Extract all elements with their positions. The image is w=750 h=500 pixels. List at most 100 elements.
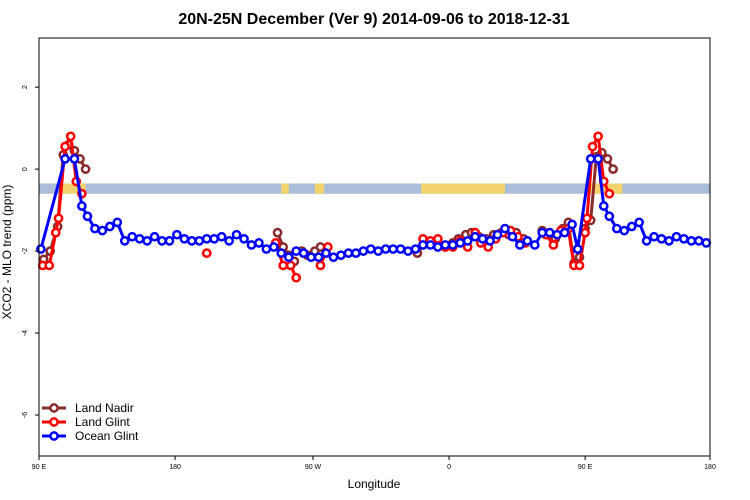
y-tick-label-1: 0 xyxy=(22,167,29,171)
point-ocean-glint-0-6 xyxy=(97,225,108,236)
point-ocean-glint-0-62 xyxy=(515,240,525,250)
legend-marker-land-glint xyxy=(49,417,59,427)
x-axis-label: Longitude xyxy=(348,477,401,491)
land-patch-0 xyxy=(59,183,86,194)
point-ocean-glint-0-75 xyxy=(611,223,622,234)
point-ocean-glint-0-56 xyxy=(470,231,480,242)
series-layer xyxy=(36,131,712,283)
point-land-glint-0-5 xyxy=(65,131,76,142)
point-ocean-glint-0-29 xyxy=(269,242,279,252)
y-tick-label-3: -4 xyxy=(22,330,29,336)
chart-title: 20N-25N December (Ver 9) 2014-09-06 to 2… xyxy=(178,11,569,28)
point-ocean-glint-0-28 xyxy=(261,244,272,254)
point-ocean-glint-0-27 xyxy=(254,238,264,248)
point-ocean-glint-0-25 xyxy=(239,233,249,244)
point-ocean-glint-0-76 xyxy=(619,225,630,236)
point-ocean-glint-0-46 xyxy=(395,244,406,254)
point-land-glint-5-8 xyxy=(587,141,598,152)
legend-marker-ocean-glint xyxy=(49,431,59,441)
point-land-nadir-5-4 xyxy=(602,154,613,164)
point-ocean-glint-0-73 xyxy=(598,201,609,211)
legend-label-ocean-glint: Ocean Glint xyxy=(75,429,139,443)
point-ocean-glint-0-64 xyxy=(529,240,540,250)
point-ocean-glint-0-4 xyxy=(82,211,93,222)
point-ocean-glint-0-32 xyxy=(291,246,302,256)
point-ocean-glint-0-2 xyxy=(69,154,80,164)
plot-frame xyxy=(38,37,711,457)
point-ocean-glint-0-30 xyxy=(276,248,287,258)
point-ocean-glint-0-55 xyxy=(462,236,473,246)
point-land-nadir-1-0 xyxy=(272,227,283,238)
point-ocean-glint-0-37 xyxy=(328,252,339,263)
point-ocean-glint-0-77 xyxy=(626,221,637,232)
point-ocean-glint-0-13 xyxy=(149,231,160,242)
point-ocean-glint-0-10 xyxy=(127,231,138,242)
point-ocean-glint-0-60 xyxy=(500,223,510,234)
point-ocean-glint-0-39 xyxy=(343,248,354,258)
x-tick-label-3: 0 xyxy=(447,464,451,471)
point-ocean-glint-0-74 xyxy=(604,211,615,222)
point-ocean-glint-0-18 xyxy=(186,236,197,246)
point-ocean-glint-0-49 xyxy=(418,240,428,250)
point-ocean-glint-0-72 xyxy=(593,154,604,164)
point-land-glint-5-11 xyxy=(604,188,615,199)
point-ocean-glint-0-61 xyxy=(507,231,518,242)
series-ocean-glint xyxy=(36,154,712,263)
point-ocean-glint-0-69 xyxy=(567,219,577,230)
point-ocean-glint-0-40 xyxy=(351,248,361,258)
point-ocean-glint-0-14 xyxy=(157,236,167,246)
point-ocean-glint-0-67 xyxy=(552,229,563,240)
point-land-glint-5-6 xyxy=(580,227,590,238)
point-ocean-glint-0-54 xyxy=(455,238,466,248)
point-ocean-glint-0-78 xyxy=(634,217,645,228)
point-ocean-glint-0-86 xyxy=(693,236,704,246)
point-ocean-glint-0-71 xyxy=(585,154,596,164)
point-ocean-glint-0-43 xyxy=(373,246,384,256)
point-land-glint-2-2 xyxy=(285,260,296,271)
point-land-glint-5-9 xyxy=(593,131,604,142)
point-land-glint-0-1 xyxy=(44,260,55,271)
x-tick-label-2: 90 W xyxy=(305,464,322,471)
point-ocean-glint-0-44 xyxy=(380,244,391,254)
point-land-glint-5-1 xyxy=(548,240,559,250)
point-ocean-glint-0-38 xyxy=(336,250,346,261)
point-ocean-glint-0-9 xyxy=(119,236,130,246)
point-ocean-glint-0-34 xyxy=(306,252,316,263)
point-ocean-glint-0-84 xyxy=(679,233,689,244)
point-land-glint-5-7 xyxy=(582,213,592,224)
land-patch-3 xyxy=(421,183,505,194)
series-land-glint xyxy=(37,131,615,283)
point-ocean-glint-0-8 xyxy=(112,217,123,228)
y-tick-label-4: -6 xyxy=(22,412,29,418)
point-ocean-glint-0-47 xyxy=(403,246,413,256)
point-ocean-glint-0-7 xyxy=(104,221,115,232)
point-ocean-glint-0-48 xyxy=(410,244,421,254)
point-ocean-glint-0-33 xyxy=(298,248,309,258)
point-ocean-glint-0-36 xyxy=(321,248,331,258)
point-ocean-glint-0-81 xyxy=(656,233,667,244)
point-ocean-glint-0-1 xyxy=(60,154,70,164)
point-ocean-glint-0-20 xyxy=(201,233,212,244)
point-ocean-glint-0-79 xyxy=(641,236,652,246)
legend: Land Nadir Land Glint Ocean Glint xyxy=(42,401,139,443)
point-land-glint-0-3 xyxy=(53,213,64,224)
point-ocean-glint-0-82 xyxy=(664,236,674,246)
point-ocean-glint-0-26 xyxy=(246,240,257,250)
axes: 90 E 180 90 W 0 90 E 180 2 0 -2 -4 -6 xyxy=(22,85,716,471)
point-ocean-glint-0-5 xyxy=(90,223,100,234)
point-ocean-glint-0-3 xyxy=(77,201,87,211)
point-land-glint-5-5 xyxy=(574,260,585,271)
point-ocean-glint-0-24 xyxy=(231,229,242,240)
point-ocean-glint-0-53 xyxy=(447,240,458,250)
x-tick-label-4: 90 E xyxy=(578,464,593,471)
legend-label-land-nadir: Land Nadir xyxy=(75,401,134,415)
x-tick-label-1: 180 xyxy=(169,464,181,471)
point-ocean-glint-0-35 xyxy=(313,252,324,263)
point-ocean-glint-0-83 xyxy=(671,231,682,242)
point-ocean-glint-0-11 xyxy=(134,233,145,244)
ocean-band xyxy=(39,183,710,194)
point-ocean-glint-0-70 xyxy=(572,244,583,254)
point-ocean-glint-0-65 xyxy=(537,227,548,238)
point-land-glint-0-2 xyxy=(50,227,61,238)
point-land-glint-0-4 xyxy=(60,141,70,152)
